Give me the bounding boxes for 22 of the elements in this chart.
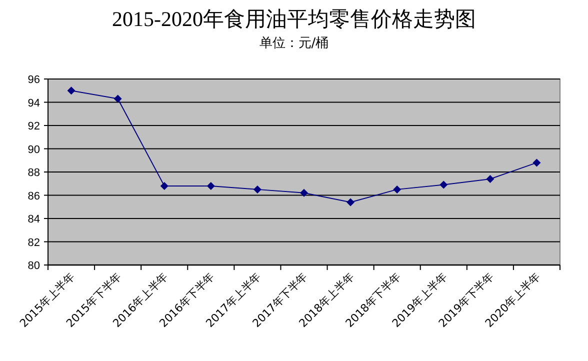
point	[160, 182, 168, 190]
y-tick-label: 92	[28, 120, 40, 132]
y-tick-label: 96	[28, 74, 40, 86]
point	[486, 174, 494, 183]
y-tick-label: 90	[28, 144, 40, 156]
point	[253, 185, 262, 194]
y-tick-label: 88	[28, 167, 40, 179]
point	[393, 185, 402, 194]
y-tick-label: 86	[28, 190, 40, 202]
y-tick-label: 80	[28, 260, 40, 272]
point	[440, 180, 448, 189]
y-tick-label: 84	[28, 214, 40, 226]
chart-title: 2015-2020年食用油平均零售价格走势图	[112, 7, 476, 31]
point	[532, 158, 541, 167]
point	[114, 94, 122, 103]
y-tick-label: 94	[28, 97, 40, 110]
point	[300, 188, 308, 197]
point	[346, 198, 355, 206]
y-tick-label: 82	[28, 236, 40, 249]
point	[67, 86, 76, 95]
point	[206, 182, 215, 190]
chart-subtitle: 单位：元/桶	[259, 36, 329, 51]
